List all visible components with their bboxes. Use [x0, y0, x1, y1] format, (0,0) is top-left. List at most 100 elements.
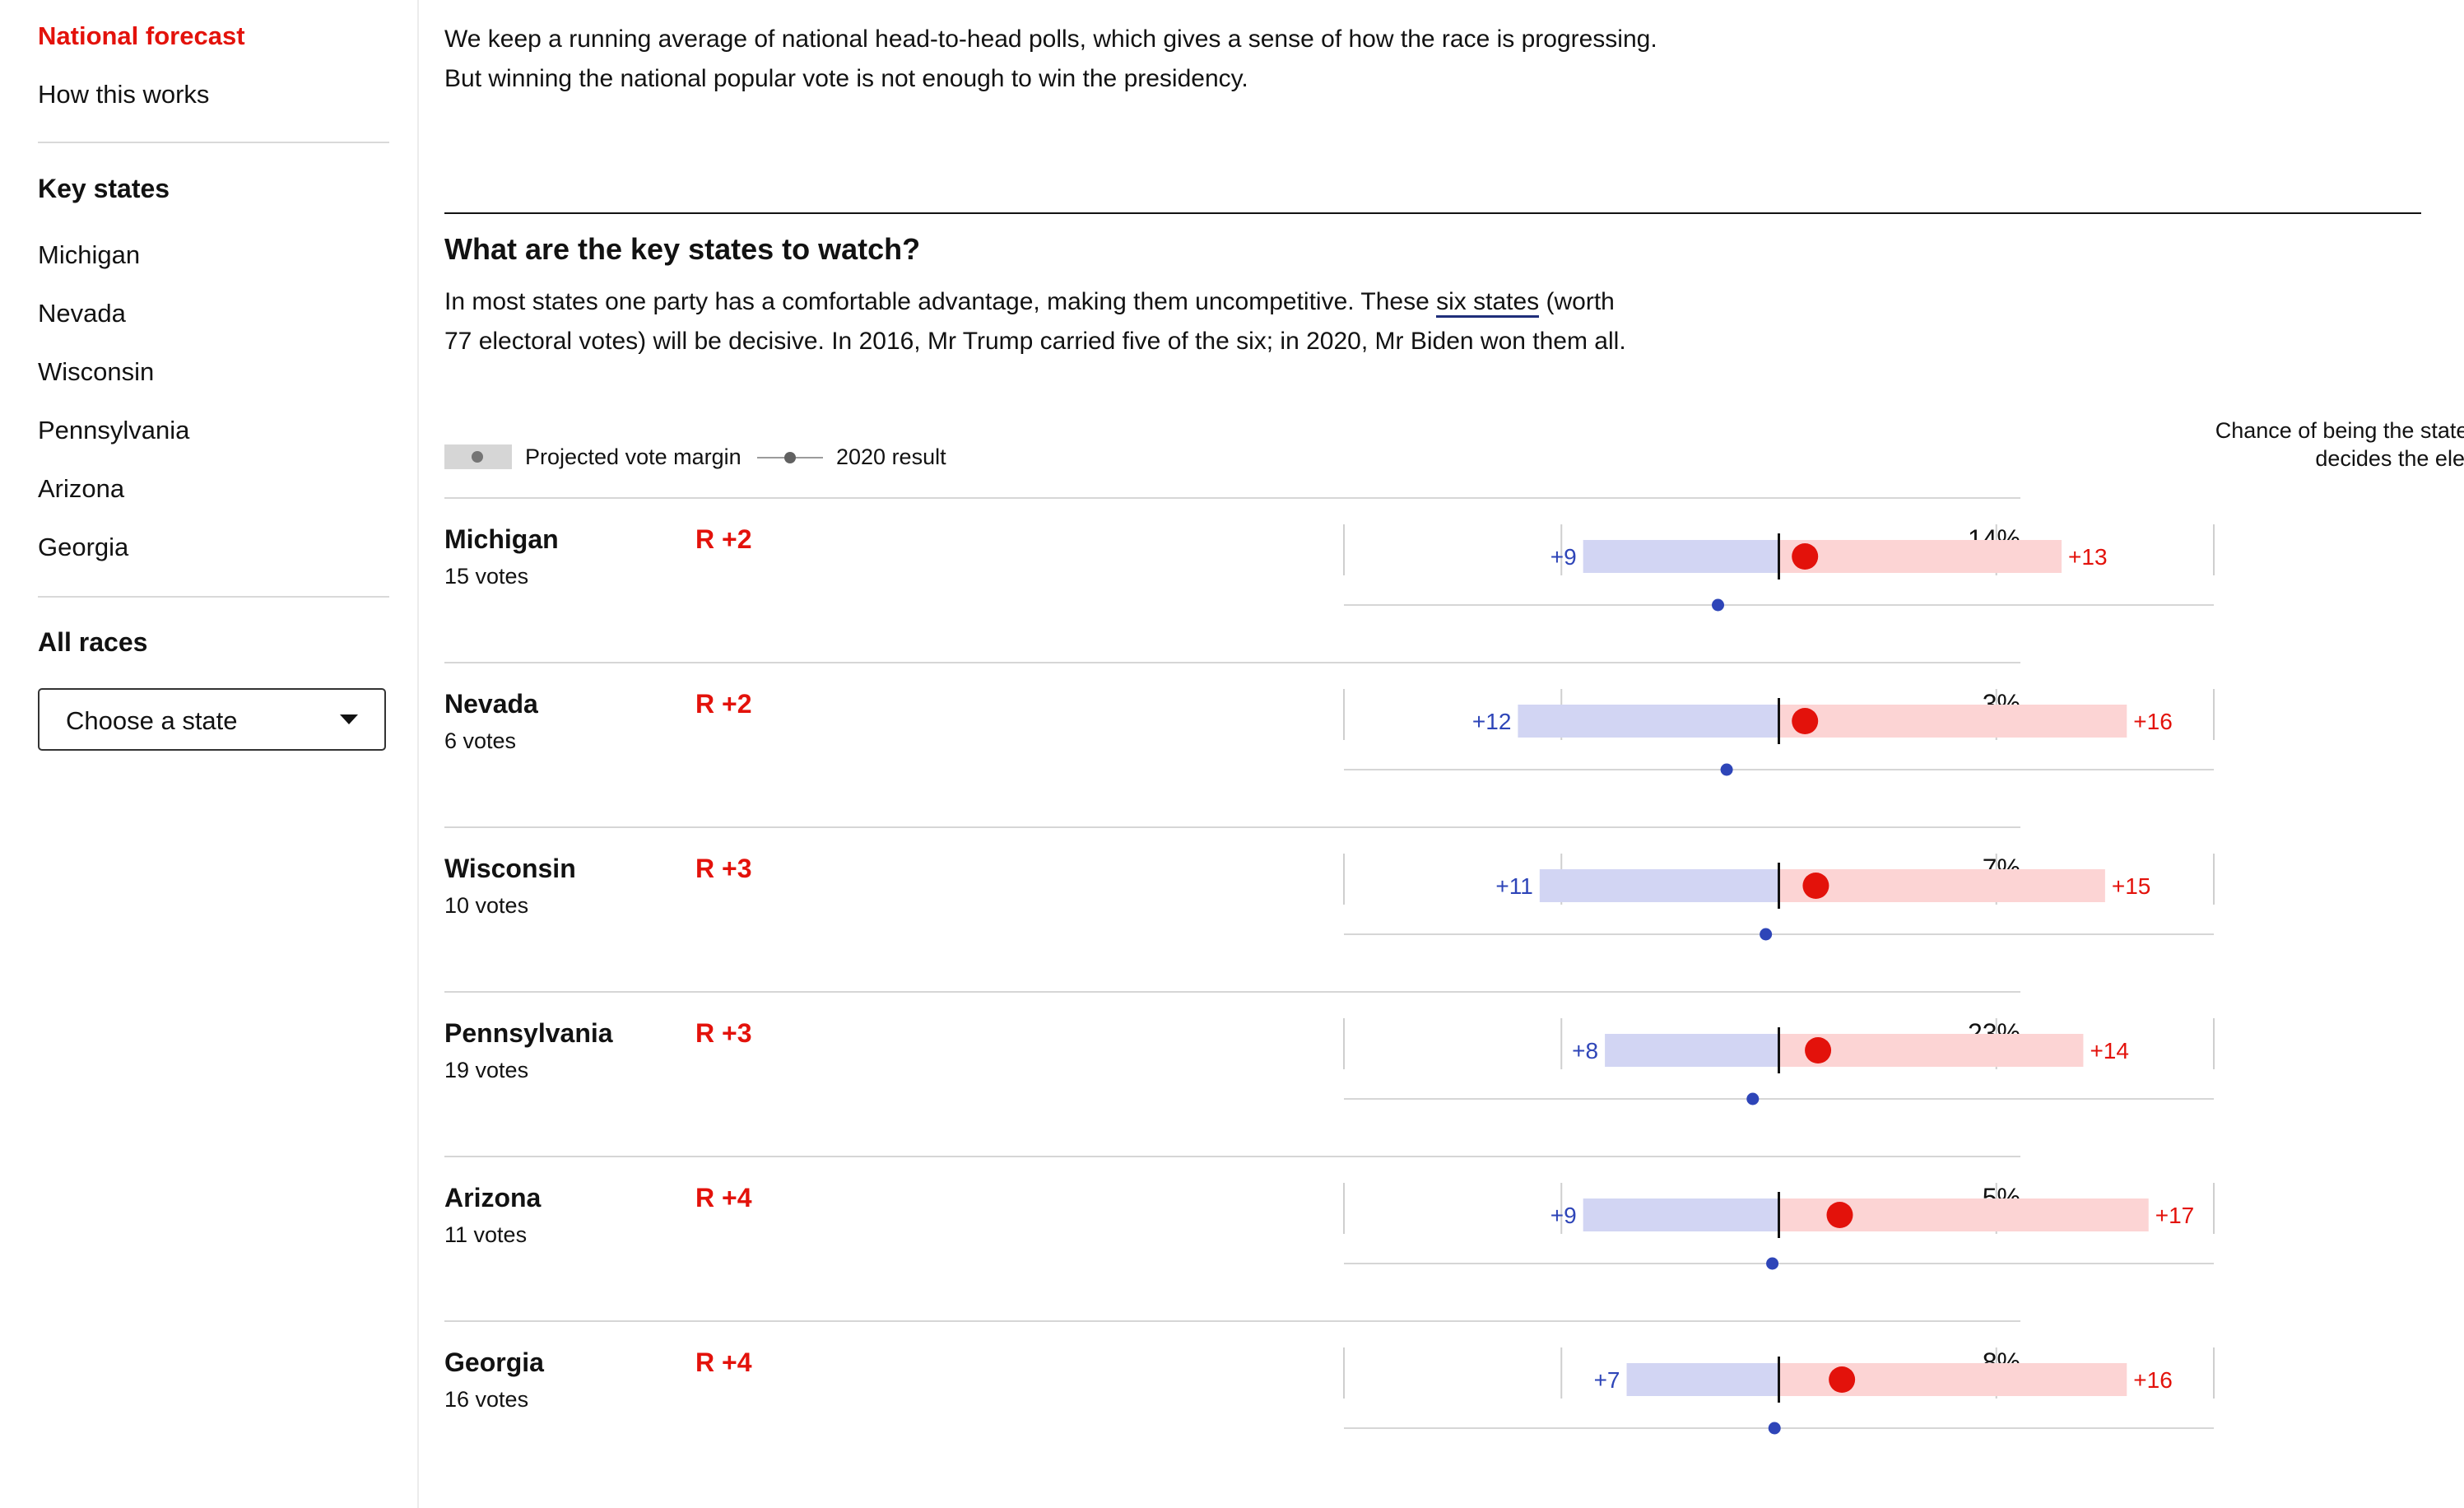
- state-votes: 6 votes: [444, 728, 516, 753]
- axis-tick: [1343, 689, 1345, 740]
- state-name: Pennsylvania: [444, 1018, 613, 1048]
- nav-state-wisconsin[interactable]: Wisconsin: [38, 357, 155, 386]
- result-2020-dot: [1766, 1257, 1779, 1270]
- axis-tick: [1343, 854, 1345, 905]
- dem-margin-band: [1583, 540, 1779, 573]
- state-rating: R +3: [695, 1018, 751, 1048]
- dem-bound-label: +12: [1472, 709, 1512, 734]
- rep-margin-band: [1778, 705, 2127, 738]
- axis-tick: [1343, 1183, 1345, 1234]
- dem-bound-label: +7: [1594, 1367, 1620, 1393]
- rep-bound-label: +14: [2090, 1038, 2129, 1064]
- axis-tick: [1560, 1347, 1563, 1399]
- nav-state-pennsylvania[interactable]: Pennsylvania: [38, 416, 190, 444]
- section-title: What are the key states to watch?: [444, 232, 921, 266]
- row-divider: [444, 826, 2020, 828]
- zero-line: [1778, 698, 1780, 744]
- projected-margin-dot: [1792, 708, 1819, 734]
- state-name: Nevada: [444, 689, 538, 719]
- nav-national-forecast[interactable]: National forecast: [38, 21, 245, 50]
- rep-bound-label: +17: [2155, 1203, 2195, 1228]
- main-content: We keep a running average of national he…: [444, 0, 2464, 1508]
- state-votes: 11 votes: [444, 1222, 527, 1247]
- section-rule: [444, 212, 2421, 214]
- rep-bound-label: +16: [2133, 1367, 2173, 1393]
- axis-tick: [2213, 1018, 2215, 1069]
- projected-margin-dot: [1802, 873, 1829, 899]
- state-name: Georgia: [444, 1347, 544, 1377]
- rep-margin-band: [1778, 869, 2105, 902]
- axis-tick: [2213, 524, 2215, 575]
- rep-margin-band: [1778, 540, 2062, 573]
- legend-2020-line: [757, 452, 823, 463]
- state-select[interactable]: Choose a state: [38, 688, 386, 751]
- projected-margin-dot: [1826, 1202, 1853, 1228]
- result-2020-dot: [1768, 1422, 1781, 1435]
- state-votes: 19 votes: [444, 1058, 528, 1082]
- dem-bound-label: +8: [1572, 1038, 1598, 1064]
- result-2020-axis: [1344, 933, 2214, 935]
- legend-projected-swatch: [444, 444, 512, 469]
- row-divider: [444, 662, 2020, 663]
- axis-tick: [2213, 1183, 2215, 1234]
- projected-margin-dot: [1792, 543, 1819, 570]
- axis-tick: [1343, 1018, 1345, 1069]
- dem-bound-label: +11: [1495, 873, 1532, 899]
- state-name: Arizona: [444, 1183, 542, 1212]
- row-divider: [444, 1156, 2020, 1157]
- state-select-value: Choose a state: [66, 706, 238, 735]
- chance-column-header: Chance of being the state that decides t…: [1761, 417, 2464, 472]
- result-2020-dot: [1760, 928, 1773, 941]
- zero-line: [1778, 533, 1780, 579]
- zero-line: [1778, 1192, 1780, 1238]
- axis-tick: [1560, 1018, 1563, 1069]
- state-rating: R +4: [695, 1347, 752, 1377]
- sidebar-divider: [38, 142, 389, 143]
- intro-line-1: We keep a running average of national he…: [444, 26, 1657, 53]
- sidebar-divider: [38, 596, 389, 598]
- state-name: Michigan: [444, 524, 559, 554]
- dem-margin-band: [1539, 869, 1779, 902]
- result-2020-axis: [1344, 1263, 2214, 1264]
- result-2020-dot: [1746, 1092, 1760, 1105]
- dem-margin-band: [1583, 1198, 1779, 1231]
- rep-bound-label: +15: [2112, 873, 2151, 899]
- dem-bound-label: +9: [1550, 544, 1577, 570]
- nav-how-this-works[interactable]: How this works: [38, 80, 210, 109]
- axis-tick: [1343, 524, 1345, 575]
- zero-line: [1778, 1357, 1780, 1403]
- projected-margin-dot: [1829, 1366, 1856, 1393]
- state-votes: 15 votes: [444, 564, 528, 589]
- result-2020-axis: [1344, 769, 2214, 770]
- nav-state-arizona[interactable]: Arizona: [38, 474, 125, 503]
- axis-tick: [1343, 1347, 1345, 1399]
- chart-top-rule: [444, 497, 2020, 499]
- legend-projected-dot: [472, 451, 483, 463]
- state-votes: 10 votes: [444, 893, 528, 918]
- legend-2020-dot: [784, 452, 796, 463]
- row-divider: [444, 991, 2020, 993]
- zero-line: [1778, 1027, 1780, 1073]
- six-states-link[interactable]: six states: [1436, 288, 1540, 318]
- axis-tick: [2213, 1347, 2215, 1399]
- result-2020-dot: [1720, 763, 1733, 776]
- chance-header-line-2: decides the election: [2315, 446, 2464, 471]
- section-text-before: In most states one party has a comfortab…: [444, 288, 1437, 315]
- all-races-heading: All races: [38, 627, 148, 657]
- axis-tick: [2213, 854, 2215, 905]
- nav-state-nevada[interactable]: Nevada: [38, 299, 126, 328]
- section-paragraph: In most states one party has a comfortab…: [444, 282, 1646, 361]
- nav-state-michigan[interactable]: Michigan: [38, 240, 141, 269]
- state-rating: R +3: [695, 854, 751, 883]
- row-divider: [444, 1320, 2020, 1322]
- legend-2020-label: 2020 result: [836, 444, 946, 469]
- state-name: Wisconsin: [444, 854, 576, 883]
- result-2020-dot: [1712, 598, 1725, 612]
- chance-header-line-1: Chance of being the state that: [2215, 418, 2464, 443]
- column-divider: [417, 0, 419, 1508]
- zero-line: [1778, 863, 1780, 909]
- nav-state-georgia[interactable]: Georgia: [38, 533, 129, 561]
- dem-margin-band: [1518, 705, 1779, 738]
- result-2020-axis: [1344, 1098, 2214, 1100]
